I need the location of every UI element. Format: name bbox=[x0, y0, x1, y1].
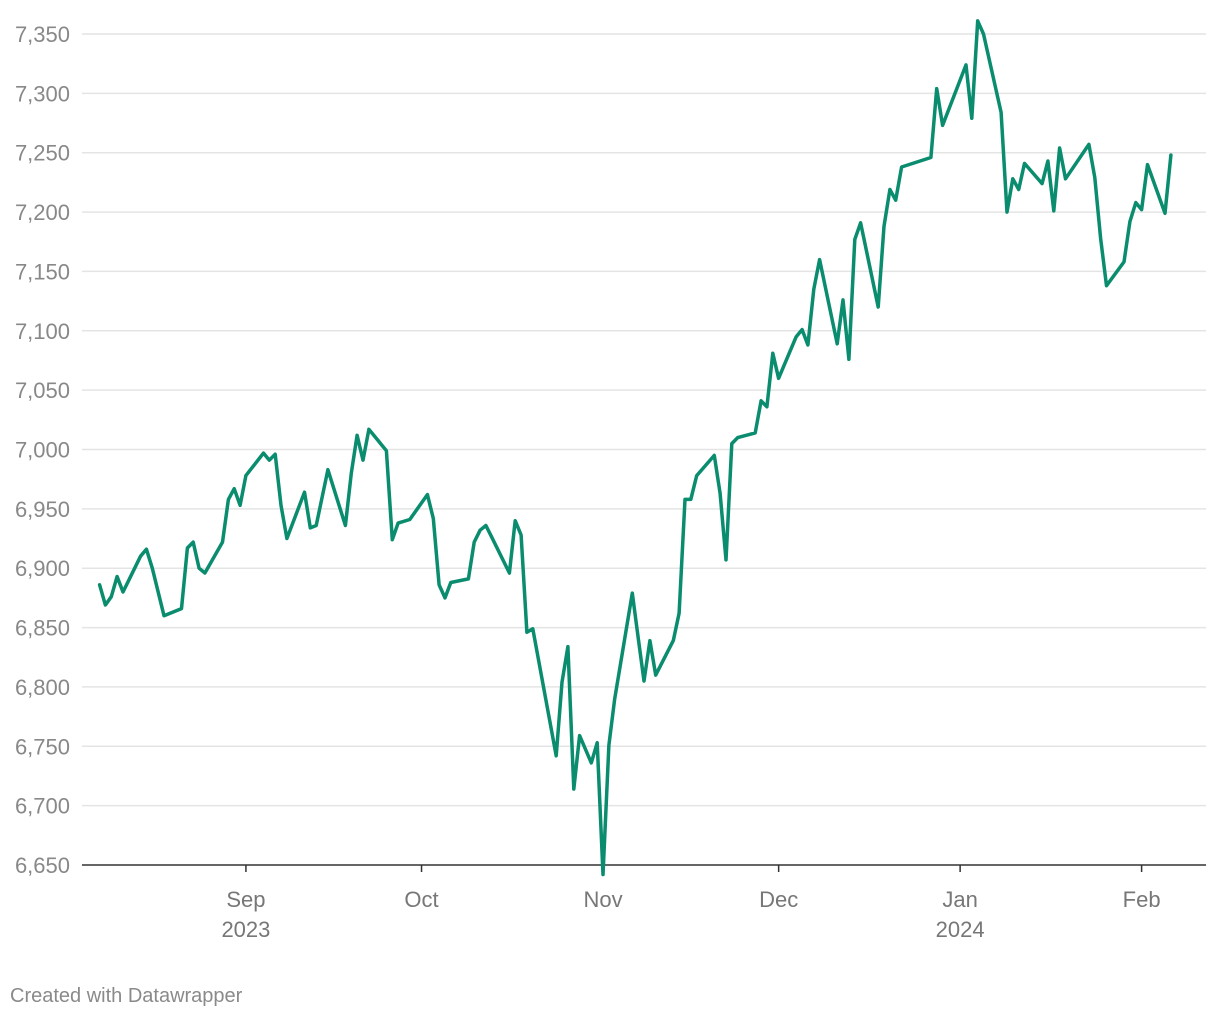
y-tick-label: 6,650 bbox=[15, 853, 70, 878]
x-tick-year-label: 2024 bbox=[936, 917, 985, 942]
y-tick-label: 7,200 bbox=[15, 200, 70, 225]
y-axis-ticks: 6,650 6,700 6,750 6,800 6,850 6,900 6,950 7,000… bbox=[15, 22, 70, 878]
gridlines bbox=[82, 33, 1206, 807]
x-tick-label: Feb bbox=[1123, 887, 1161, 912]
x-tick-label: Dec bbox=[759, 887, 798, 912]
x-axis-ticks: Sep 2023 Oct Nov Dec Jan 2024 Feb bbox=[221, 865, 1161, 942]
series-line bbox=[97, 19, 1173, 877]
y-tick-label: 7,350 bbox=[15, 22, 70, 47]
y-tick-label: 6,950 bbox=[15, 497, 70, 522]
y-tick-label: 7,300 bbox=[15, 81, 70, 106]
y-tick-label: 6,700 bbox=[15, 794, 70, 819]
y-tick-label: 6,800 bbox=[15, 675, 70, 700]
y-tick-label: 7,000 bbox=[15, 438, 70, 463]
x-tick-label: Nov bbox=[583, 887, 622, 912]
x-tick-label: Sep bbox=[226, 887, 265, 912]
x-tick-year-label: 2023 bbox=[221, 917, 270, 942]
y-tick-label: 7,100 bbox=[15, 319, 70, 344]
x-tick-label: Jan bbox=[942, 887, 977, 912]
credit-text: Created with Datawrapper bbox=[10, 985, 243, 1007]
y-tick-label: 7,250 bbox=[15, 141, 70, 166]
line-chart: 6,650 6,700 6,750 6,800 6,850 6,900 6,950 7,000… bbox=[15, 19, 1206, 942]
y-tick-label: 7,150 bbox=[15, 259, 70, 284]
y-tick-label: 6,900 bbox=[15, 556, 70, 581]
y-tick-label: 6,750 bbox=[15, 734, 70, 759]
x-tick-label: Oct bbox=[404, 887, 438, 912]
y-tick-label: 6,850 bbox=[15, 616, 70, 641]
y-tick-label: 7,050 bbox=[15, 378, 70, 403]
